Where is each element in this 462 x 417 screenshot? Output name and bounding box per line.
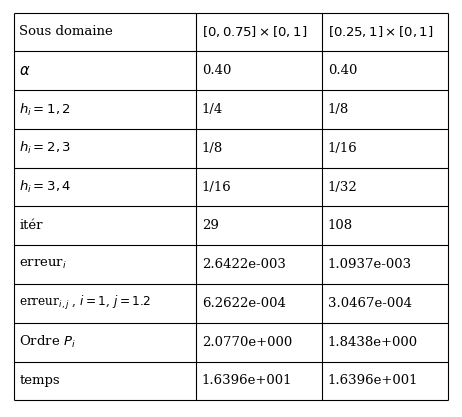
Text: $\alpha$: $\alpha$ [19,64,31,78]
Text: $h_i = 3, 4$: $h_i = 3, 4$ [19,179,72,195]
Text: itér: itér [19,219,43,232]
Text: erreur$_i$: erreur$_i$ [19,258,67,271]
Text: 1/16: 1/16 [328,142,358,155]
Text: 1/8: 1/8 [328,103,349,116]
Text: 2.6422e-003: 2.6422e-003 [202,258,286,271]
Text: 1/32: 1/32 [328,181,358,193]
Text: 1/4: 1/4 [202,103,223,116]
Text: 6.2622e-004: 6.2622e-004 [202,297,286,310]
Text: 1.6396e+001: 1.6396e+001 [202,374,292,387]
Text: 29: 29 [202,219,219,232]
Text: Sous domaine: Sous domaine [19,25,113,38]
Text: $[0, 0.75] \times [0, 1]$: $[0, 0.75] \times [0, 1]$ [202,25,307,39]
Text: 1.0937e-003: 1.0937e-003 [328,258,412,271]
Text: 1.8438e+000: 1.8438e+000 [328,336,418,349]
Text: $[0.25, 1] \times [0, 1]$: $[0.25, 1] \times [0, 1]$ [328,25,433,39]
Text: erreur$_{i,j}$ , $i = 1$, $j = 1.2$: erreur$_{i,j}$ , $i = 1$, $j = 1.2$ [19,294,152,312]
Text: 3.0467e-004: 3.0467e-004 [328,297,412,310]
Text: $h_i = 2, 3$: $h_i = 2, 3$ [19,140,72,156]
Text: temps: temps [19,374,60,387]
Text: 108: 108 [328,219,353,232]
Text: 0.40: 0.40 [202,64,231,77]
Text: 1/16: 1/16 [202,181,231,193]
Text: 2.0770e+000: 2.0770e+000 [202,336,292,349]
Text: $h_i = 1, 2$: $h_i = 1, 2$ [19,101,71,118]
Text: Ordre $P_i$: Ordre $P_i$ [19,334,76,350]
Text: 0.40: 0.40 [328,64,357,77]
Text: 1.6396e+001: 1.6396e+001 [328,374,418,387]
Text: 1/8: 1/8 [202,142,223,155]
